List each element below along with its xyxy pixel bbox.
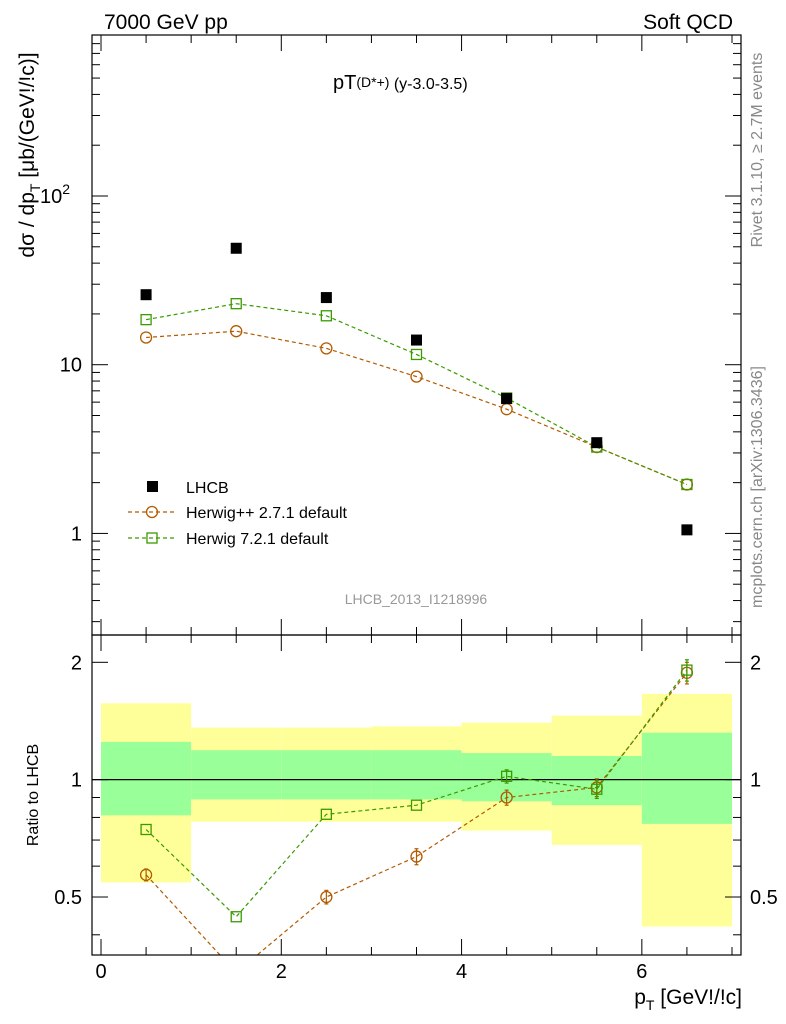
herwig7-point xyxy=(320,310,333,322)
header-left: 7000 GeV pp xyxy=(104,11,228,34)
band-inner xyxy=(281,750,372,800)
herwigpp-point xyxy=(320,342,333,355)
band-inner xyxy=(191,750,282,800)
ratio-ytick-label-right: 1 xyxy=(750,770,761,792)
main-marks xyxy=(139,242,694,536)
ratio-herwig7-point xyxy=(140,823,152,836)
ratio-herwigpp-point xyxy=(320,890,333,904)
ratio-herwig7-point xyxy=(230,911,242,923)
ratio-ytick-label-right: 0.5 xyxy=(750,887,778,909)
ratio-herwig7-point xyxy=(500,770,513,782)
ratio-bands xyxy=(92,693,741,927)
plot-title-main: pT xyxy=(333,72,356,94)
legend-herwig7-label: Herwig 7.2.1 default xyxy=(186,531,329,548)
lhcb-point xyxy=(320,292,332,304)
lhcb-point xyxy=(140,289,152,301)
ratio-herwig7-point xyxy=(591,783,603,795)
header-right: Soft QCD xyxy=(643,11,733,34)
herwig7-line xyxy=(145,303,688,486)
main-ytick-label: 10 xyxy=(60,355,82,377)
herwig7-point xyxy=(230,298,242,310)
herwigpp-point xyxy=(410,370,423,383)
main-ticks: 1 10 102 xyxy=(40,34,741,635)
legend: LHCB Herwig++ 2.7.1 default Herwig 7.2.1… xyxy=(128,480,348,548)
lhcb-point xyxy=(681,524,693,536)
ratio-ticks: 0.5 0.5 1 1 2 2 0 2 4 6 xyxy=(54,635,778,983)
ratio-xtick-label: 6 xyxy=(636,961,647,983)
main-ytick-label: 1 xyxy=(71,523,82,545)
ratio-marks xyxy=(139,659,694,978)
band-inner xyxy=(101,741,192,816)
rivet-label: Rivet 3.1.10, ≥ 2.7M events xyxy=(749,53,766,248)
ratio-ytick-label: 2 xyxy=(71,652,82,674)
herwigpp-point xyxy=(139,331,153,344)
plot-title-range: (y-3.0-3.5) xyxy=(389,76,467,93)
ratio-ytick-label: 0.5 xyxy=(54,887,82,909)
ratio-ytick-label-right: 2 xyxy=(750,652,761,674)
lhcb-point xyxy=(591,437,603,449)
herwig7-point xyxy=(681,478,693,491)
ratio-xlabel: pT [GeV!/!c] xyxy=(634,986,742,1013)
xlabel-part2: [GeV!/!c] xyxy=(654,986,742,1009)
herwig7-point xyxy=(410,348,423,361)
lhcb-point xyxy=(230,242,242,254)
ratio-herwig7-point xyxy=(681,664,693,676)
main-ytick-label: 102 xyxy=(40,181,70,208)
ratio-herwig7-line xyxy=(145,669,688,918)
legend-herwigpp-label: Herwig++ 2.7.1 default xyxy=(186,505,348,522)
plot-title-sub: (D*+) xyxy=(356,74,389,90)
plot-title: pT(D*+) (y-3.0-3.5) xyxy=(333,72,468,94)
ratio-xtick-label: 4 xyxy=(456,961,467,983)
main-ylabel: dσ / dpT [μb/(GeV!/!c)] xyxy=(16,52,43,257)
ratio-xtick-label: 2 xyxy=(276,961,287,983)
ratio-herwigpp-point xyxy=(231,967,242,978)
ratio-herwig7-point xyxy=(410,799,423,811)
legend-data-marker xyxy=(147,481,158,492)
ratio-ytick-label: 1 xyxy=(71,770,82,792)
legend-data-label: LHCB xyxy=(186,480,229,497)
ylabel-part1: dσ / dp xyxy=(16,192,39,258)
xlabel-sub: T xyxy=(646,997,655,1013)
lhcb-point xyxy=(501,393,513,405)
xlabel-part1: p xyxy=(634,986,646,1009)
ratio-herwigpp-point xyxy=(500,791,513,804)
band-inner xyxy=(371,750,462,800)
legend-herwigpp-marker xyxy=(145,505,159,519)
herwig7-point xyxy=(140,313,152,326)
ratio-herwig7-point xyxy=(320,808,333,820)
lhcb-point xyxy=(411,334,422,346)
ratio-panel: 0.5 0.5 1 1 2 2 0 2 4 6 Ratio to LHCB pT [GeV!/!c… xyxy=(25,634,778,1013)
ylabel-part2: [μb/(GeV!/!c)] xyxy=(16,52,39,183)
ratio-herwigpp-point xyxy=(410,850,423,863)
band-inner xyxy=(641,732,732,824)
analysis-id: LHCB_2013_I1218996 xyxy=(345,591,488,607)
ratio-herwigpp-point xyxy=(139,868,153,881)
mcplots-label: mcplots.cern.ch [arXiv:1306.3436] xyxy=(749,366,766,608)
main-panel: 1 10 102 pT(D*+) (y-3.0-3.5) dσ / dpT [μb/… xyxy=(16,34,742,636)
ratio-ylabel: Ratio to LHCB xyxy=(25,744,42,846)
legend-herwig7-marker xyxy=(146,532,158,544)
ylabel-sub: T xyxy=(27,183,43,192)
ratio-xtick-label: 0 xyxy=(95,961,106,983)
herwigpp-point xyxy=(230,325,243,338)
